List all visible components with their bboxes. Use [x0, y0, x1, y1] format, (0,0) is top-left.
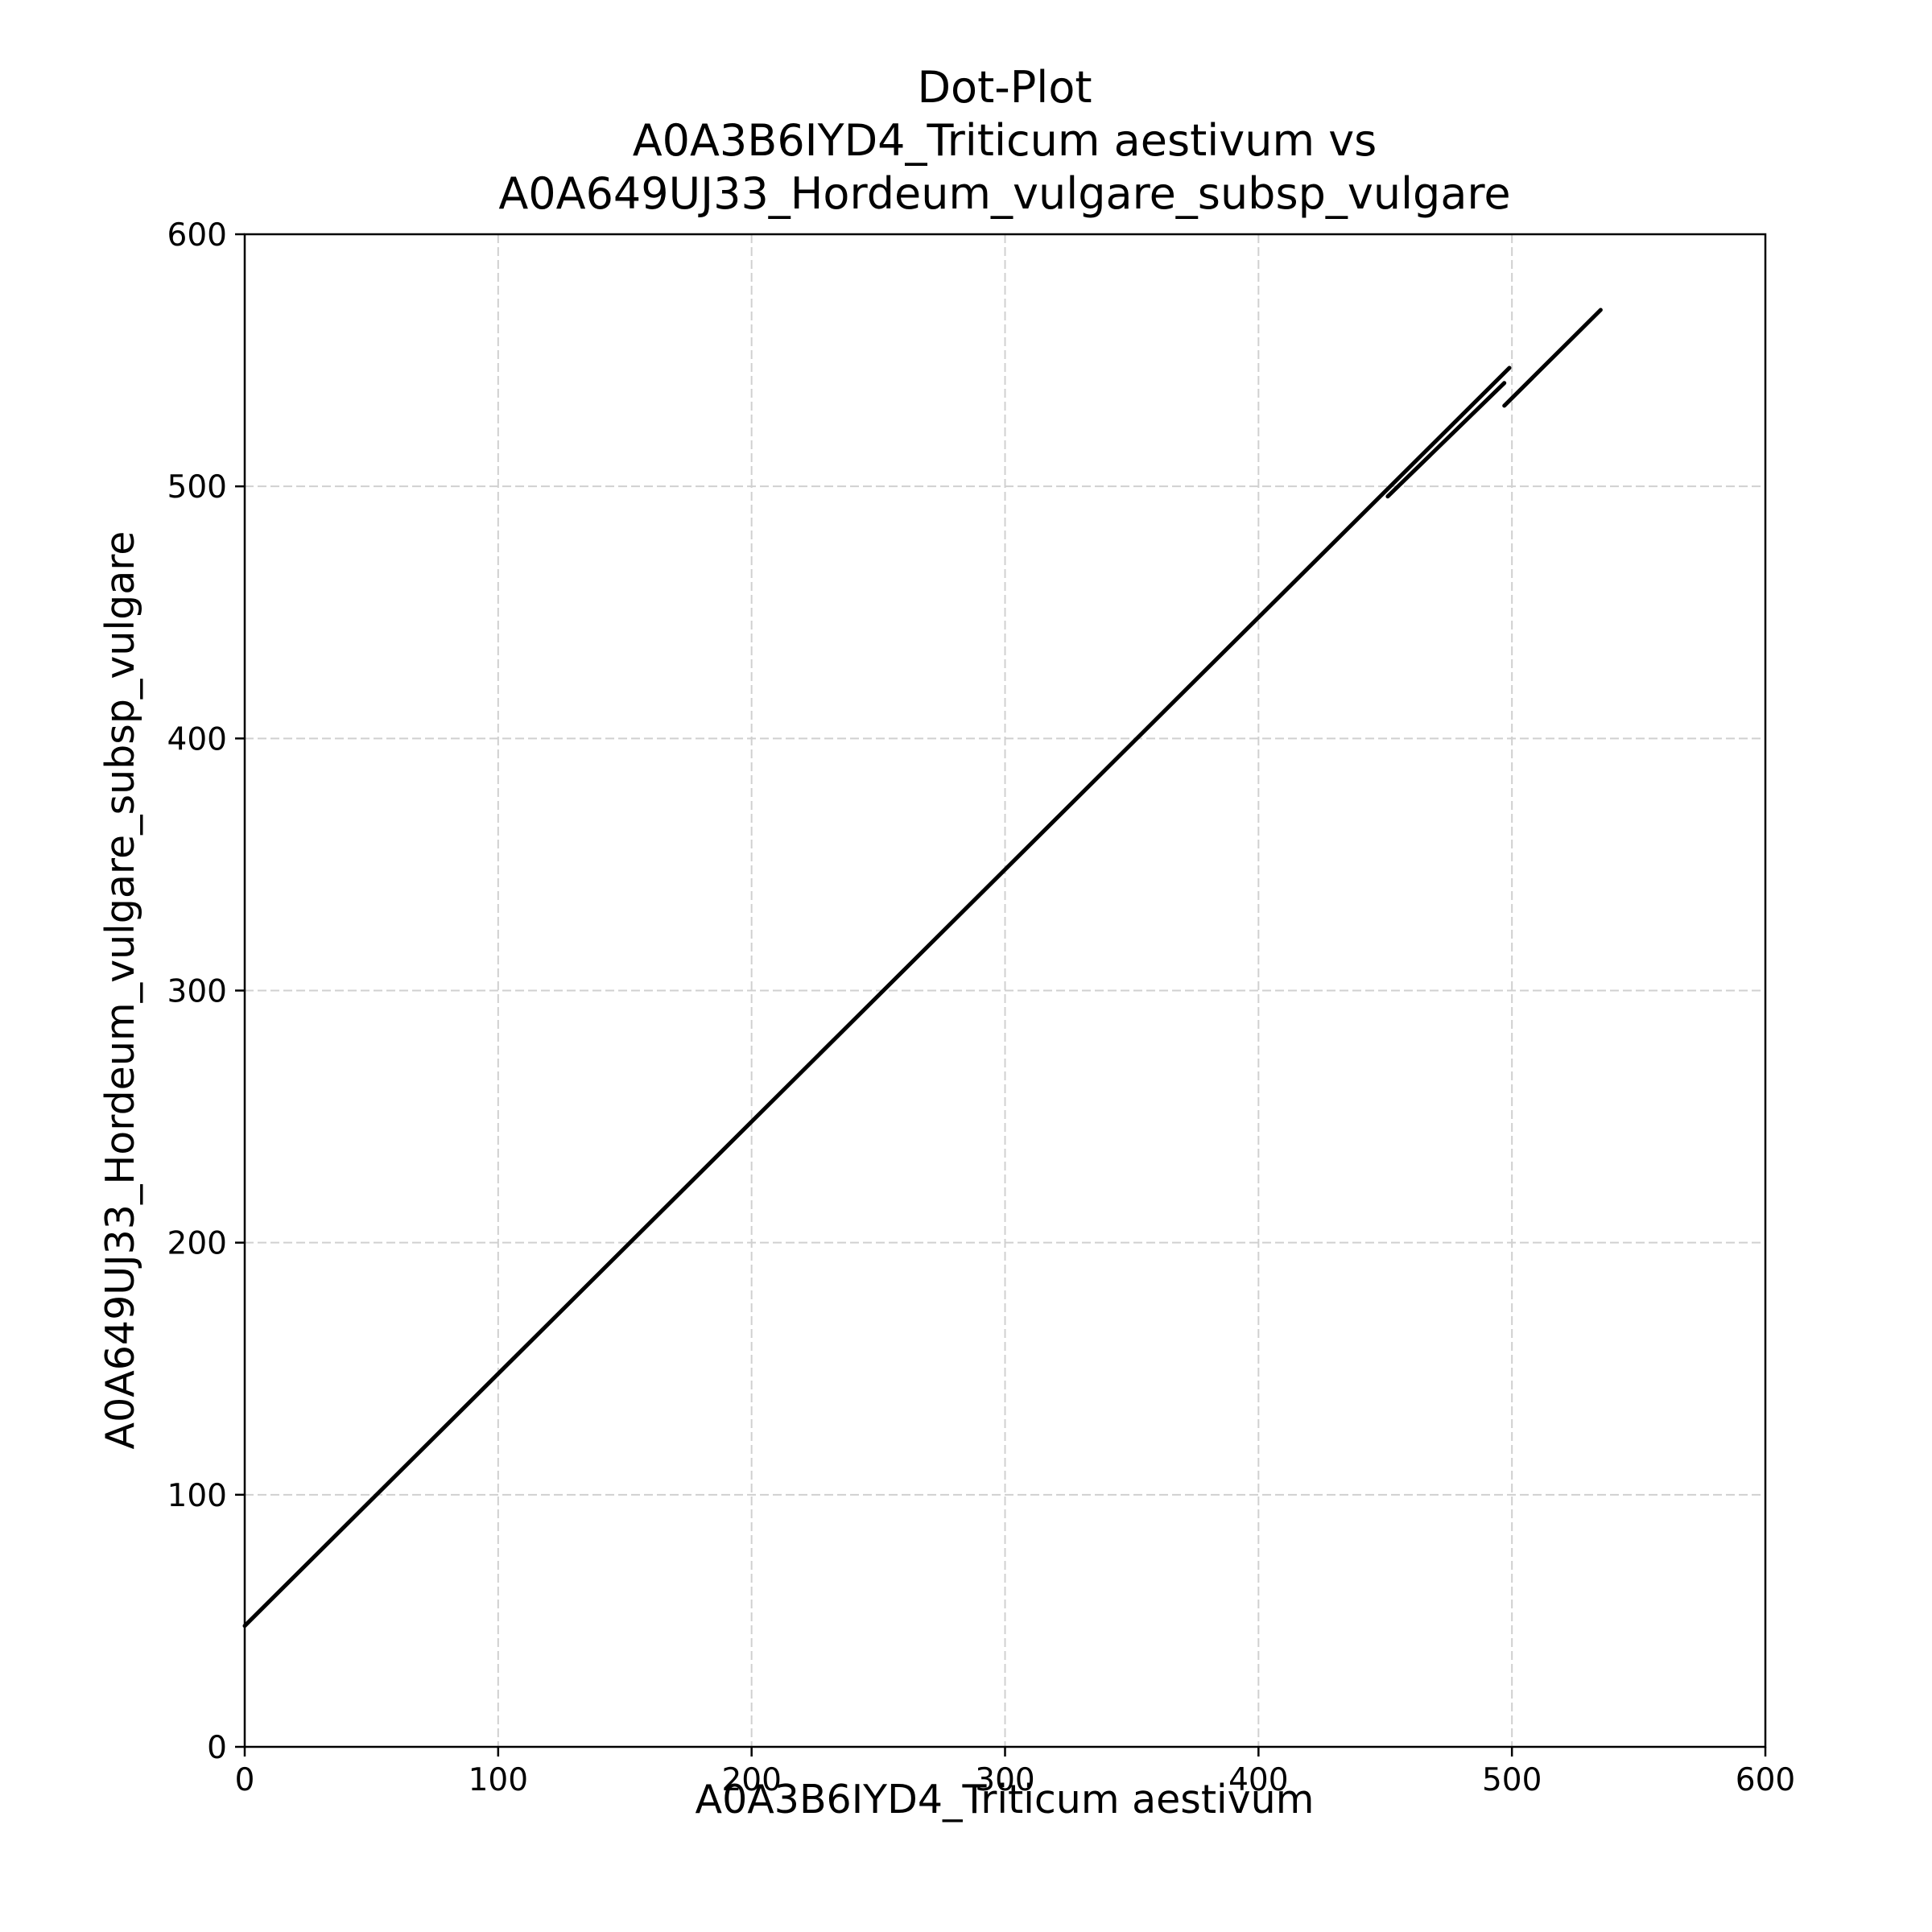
y-tick-label: 600	[167, 217, 227, 254]
alignment-segment-2	[1385, 381, 1507, 499]
chart-title-line-3: A0A649UJ33_Hordeum_vulgare_subsp_vulgare	[498, 168, 1510, 219]
chart-title-line-1: Dot-Plot	[917, 62, 1092, 113]
x-tick-label: 300	[975, 1762, 1034, 1798]
grid-lines	[245, 234, 1765, 1747]
y-axis-label: A0A649UJ33_Hordeum_vulgare_subsp_vulgare	[97, 531, 143, 1450]
y-tick-label: 400	[167, 721, 227, 758]
data-series	[242, 308, 1603, 1629]
x-tick-label: 200	[721, 1762, 781, 1798]
y-tick-label: 100	[167, 1478, 227, 1514]
y-tick-label: 500	[167, 469, 227, 506]
y-tick-label: 300	[167, 974, 227, 1010]
chart-title-line-2: A0A3B6IYD4_Triticum aestivum vs	[633, 115, 1377, 166]
y-tick-label: 0	[207, 1730, 227, 1766]
x-tick-label: 500	[1482, 1762, 1542, 1798]
y-tick-label: 200	[167, 1226, 227, 1262]
x-axis-label: A0A3B6IYD4_Triticum aestivum	[696, 1777, 1315, 1823]
alignment-segment-3	[1502, 308, 1603, 408]
x-tick-label: 100	[469, 1762, 528, 1798]
alignment-segment-1	[242, 365, 1512, 1629]
axis-ticks: 0 100 200 300 400 500 600 0 100 200 300 400 500 600	[167, 217, 1796, 1798]
plot-frame	[243, 233, 1767, 1748]
x-tick-label: 600	[1736, 1762, 1795, 1798]
x-tick-label: 400	[1228, 1762, 1288, 1798]
x-tick-label: 0	[235, 1762, 255, 1798]
